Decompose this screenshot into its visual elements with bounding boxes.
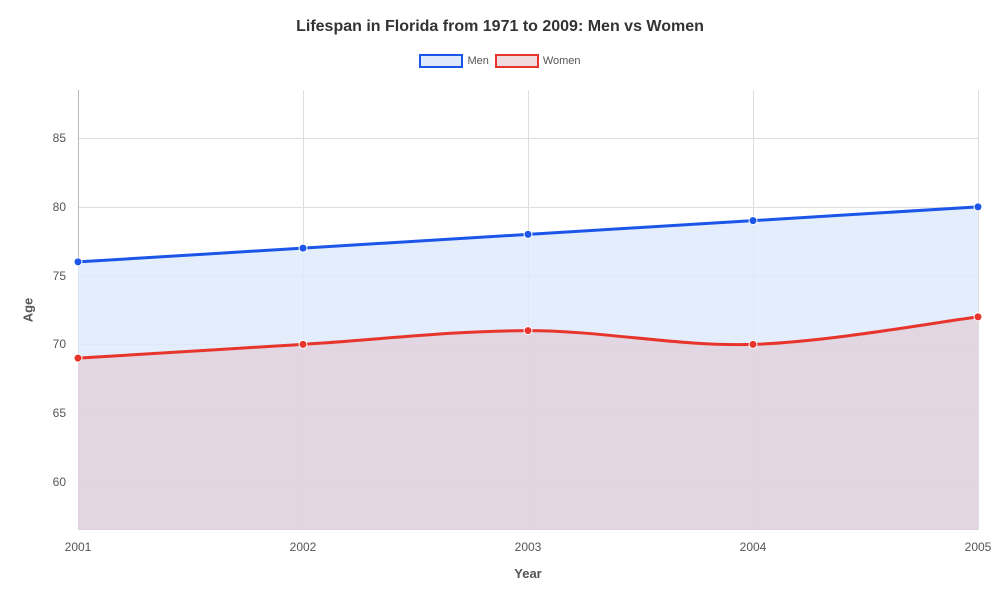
data-layer bbox=[78, 90, 978, 530]
series-marker-men bbox=[74, 258, 82, 266]
series-marker-men bbox=[749, 217, 757, 225]
y-tick-label: 80 bbox=[53, 200, 66, 214]
y-tick-label: 70 bbox=[53, 337, 66, 351]
x-axis-title: Year bbox=[514, 566, 541, 581]
y-tick-label: 65 bbox=[53, 406, 66, 420]
y-axis-title: Age bbox=[21, 298, 36, 323]
y-tick-label: 75 bbox=[53, 269, 66, 283]
legend-item-women: Women bbox=[495, 54, 581, 68]
x-tick-label: 2003 bbox=[515, 540, 542, 554]
x-tick-label: 2005 bbox=[965, 540, 992, 554]
legend-label-men: Men bbox=[467, 55, 488, 67]
series-marker-women bbox=[749, 340, 757, 348]
chart-title: Lifespan in Florida from 1971 to 2009: M… bbox=[0, 0, 1000, 36]
legend-swatch-men bbox=[419, 54, 463, 68]
x-tick-label: 2002 bbox=[290, 540, 317, 554]
series-marker-women bbox=[299, 340, 307, 348]
y-tick-label: 85 bbox=[53, 131, 66, 145]
legend: Men Women bbox=[0, 54, 1000, 68]
chart-container: Lifespan in Florida from 1971 to 2009: M… bbox=[0, 0, 1000, 600]
series-marker-women bbox=[974, 313, 982, 321]
y-tick-label: 60 bbox=[53, 475, 66, 489]
series-marker-women bbox=[524, 327, 532, 335]
series-marker-men bbox=[974, 203, 982, 211]
x-tick-label: 2004 bbox=[740, 540, 767, 554]
series-marker-men bbox=[524, 230, 532, 238]
legend-swatch-women bbox=[495, 54, 539, 68]
legend-item-men: Men bbox=[419, 54, 488, 68]
x-tick-label: 2001 bbox=[65, 540, 92, 554]
grid-line-v bbox=[978, 90, 979, 530]
series-marker-women bbox=[74, 354, 82, 362]
plot-container: 20012002200320042005606570758085 bbox=[78, 90, 978, 530]
series-marker-men bbox=[299, 244, 307, 252]
legend-label-women: Women bbox=[543, 55, 581, 67]
